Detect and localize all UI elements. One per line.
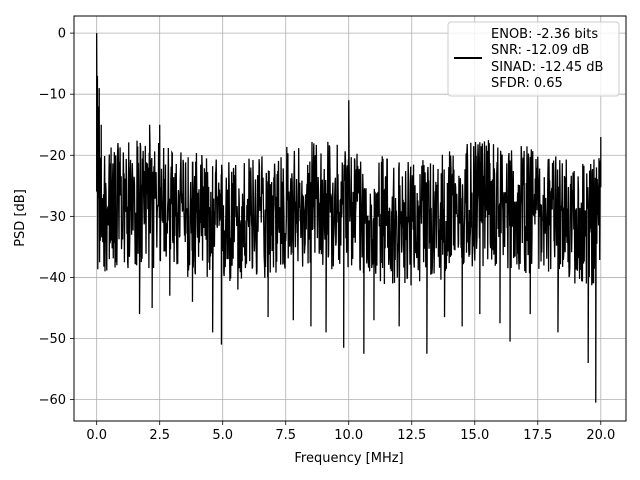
x-tick-label: 10.0 xyxy=(334,428,363,443)
x-axis-label: Frequency [MHz] xyxy=(294,451,403,466)
y-axis-label: PSD [dB] xyxy=(13,189,28,247)
y-tick-label: 0 xyxy=(58,27,66,42)
psd-series-line xyxy=(96,33,602,403)
x-tick-label: 7.5 xyxy=(275,428,296,443)
x-tick-label: 20.0 xyxy=(586,428,615,443)
legend-line-enob: ENOB: -2.36 bits xyxy=(491,27,598,42)
x-tick-label: 15.0 xyxy=(460,428,489,443)
x-tick-label: 2.5 xyxy=(149,428,170,443)
psd-series xyxy=(96,33,602,403)
y-axis-ticks: 0 −10 −20 −30 −40 −50 −60 xyxy=(39,27,74,408)
x-tick-label: 5.0 xyxy=(212,428,233,443)
plot-frame xyxy=(73,15,627,422)
legend-line-snr: SNR: -12.09 dB xyxy=(491,43,589,58)
x-tick-label: 17.5 xyxy=(523,428,552,443)
legend-line-sinad: SINAD: -12.45 dB xyxy=(491,60,603,75)
y-tick-label: −60 xyxy=(39,393,66,408)
y-tick-label: −30 xyxy=(39,210,66,225)
y-tick-label: −50 xyxy=(39,332,66,347)
legend: ENOB: -2.36 bits SNR: -12.09 dB SINAD: -… xyxy=(447,21,620,97)
x-axis-ticks: 0.0 2.5 5.0 7.5 10.0 12.5 15.0 17.5 20.0 xyxy=(86,421,615,443)
y-tick-label: −40 xyxy=(39,271,66,286)
legend-box xyxy=(447,21,620,97)
y-tick-label: −20 xyxy=(39,149,66,164)
x-tick-label: 12.5 xyxy=(397,428,426,443)
y-tick-label: −10 xyxy=(39,88,66,103)
legend-line-sfdr: SFDR: 0.65 xyxy=(491,76,563,91)
x-tick-label: 0.0 xyxy=(86,428,107,443)
